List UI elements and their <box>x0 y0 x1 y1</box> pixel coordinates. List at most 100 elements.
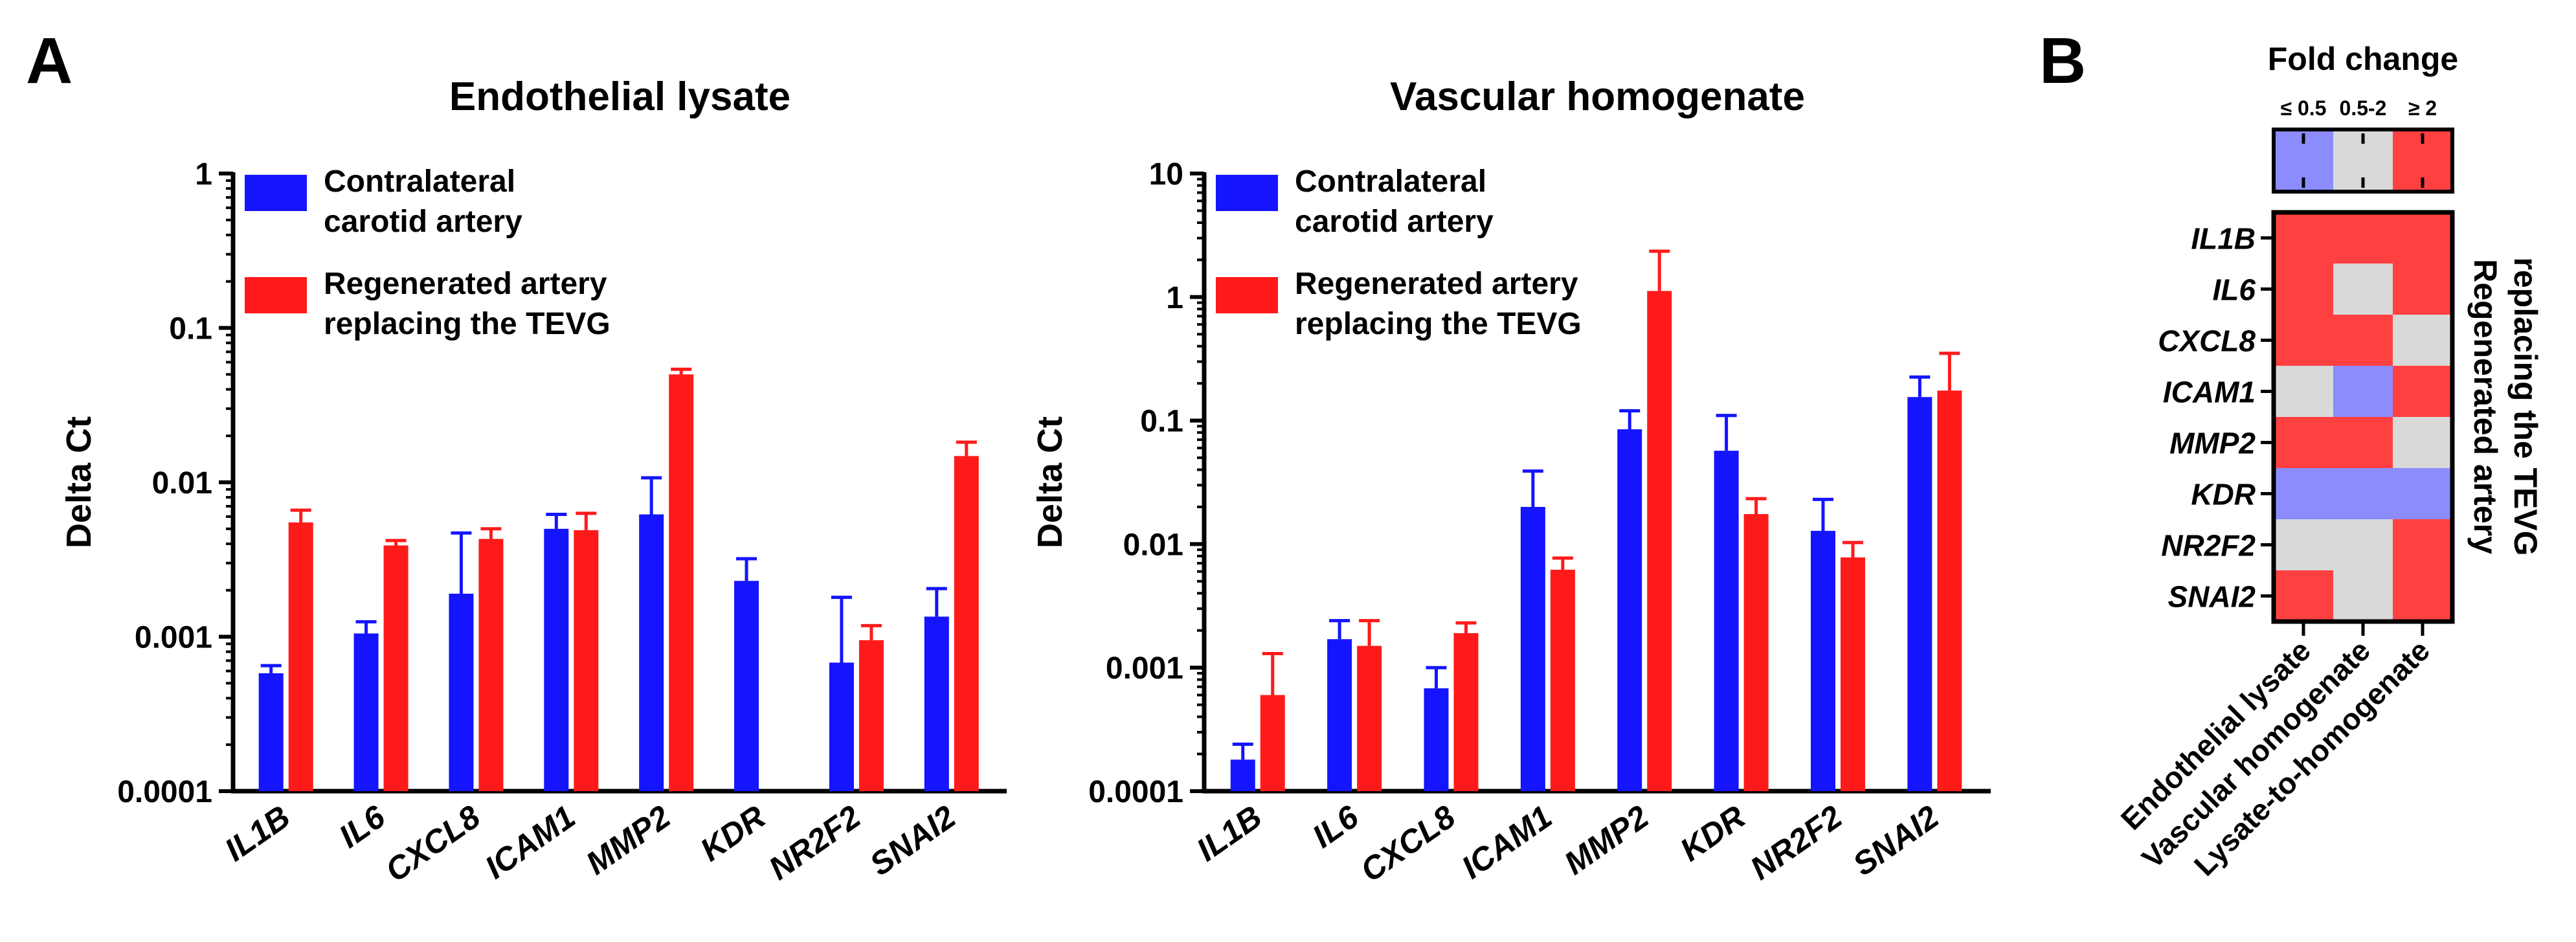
heatmap-column-label: Vascular homogenate <box>2135 633 2377 875</box>
bar-regenerated <box>858 640 884 791</box>
heatmap-cell <box>2393 519 2452 570</box>
legend-label: carotid artery <box>324 205 522 239</box>
fold-change-legend-frame <box>2272 128 2454 194</box>
bar-contralateral <box>1810 530 1835 791</box>
heatmap-cell <box>2333 519 2393 570</box>
heatmap-row-label: MMP2 <box>2169 427 2256 460</box>
bar-regenerated <box>954 456 979 791</box>
x-tick-label: NR2F2 <box>1743 798 1848 887</box>
y-tick-label: 0.0001 <box>1088 775 1183 809</box>
bar-regenerated <box>1840 557 1865 791</box>
bar-contralateral <box>1424 688 1449 791</box>
x-tick-label: IL1B <box>1190 798 1268 868</box>
legend-label: Contralateral <box>1295 164 1486 199</box>
y-axis-label: Delta Ct <box>1031 416 1070 548</box>
legend-label: Contralateral <box>324 164 515 199</box>
chart-title: Endothelial lysate <box>449 74 790 119</box>
x-tick-label: NR2F2 <box>762 798 867 887</box>
fold-change-bin-label: ≤ 0.5 <box>2281 96 2327 120</box>
bar-contralateral <box>1907 397 1932 791</box>
heatmap-cell <box>2393 366 2452 417</box>
heatmap-cell <box>2393 468 2452 519</box>
legend-label: carotid artery <box>1295 205 1494 239</box>
heatmap-row-label: ICAM1 <box>2163 376 2256 409</box>
heatmap-side-label: replacing the TEVG <box>2507 257 2544 555</box>
bar-regenerated <box>1550 570 1575 791</box>
x-tick-label: MMP2 <box>579 798 677 882</box>
y-tick-label: 1 <box>1166 281 1183 315</box>
heatmap-row-label: IL1B <box>2191 222 2256 256</box>
heatmap-cell <box>2393 315 2452 366</box>
x-tick-label: MMP2 <box>1558 798 1655 882</box>
legend-swatch <box>1216 175 1278 211</box>
x-tick-label: IL6 <box>1306 798 1365 855</box>
y-tick-label: 10 <box>1149 157 1183 192</box>
x-tick-label: KDR <box>1674 798 1752 868</box>
heatmap-cell <box>2274 315 2333 366</box>
panel-label-a: A <box>26 25 73 97</box>
heatmap-cell <box>2393 264 2452 315</box>
heatmap-column-label: Lysate-to-homogenate <box>2188 633 2436 882</box>
heatmap-row-label: CXCL8 <box>2158 324 2256 358</box>
y-tick-label: 0.0001 <box>117 775 212 809</box>
heatmap-cell <box>2393 417 2452 468</box>
heatmap-cell <box>2333 315 2393 366</box>
bar-regenerated <box>478 539 504 791</box>
bar-contralateral <box>449 594 474 791</box>
x-tick-label: KDR <box>694 798 772 868</box>
y-tick-label: 0.01 <box>152 466 212 500</box>
heatmap-cell <box>2333 468 2393 519</box>
bar-contralateral <box>829 662 854 791</box>
legend-label: Regenerated artery <box>1295 267 1578 301</box>
heatmap-row-label: SNAI2 <box>2168 580 2256 614</box>
legend-swatch <box>245 277 307 313</box>
heatmap-row-label: IL6 <box>2213 273 2256 307</box>
fold-change-heatmap: Fold change ≤ 0.5 0.5-2 ≥ 2 IL1B IL6 CXCL8 ICAM… <box>2114 41 2544 882</box>
bar-regenerated <box>574 530 599 791</box>
bar-regenerated <box>288 522 313 791</box>
bar-regenerated <box>1743 514 1769 791</box>
heatmap-title: Fold change <box>2268 41 2458 77</box>
bar-contralateral <box>353 633 379 791</box>
heatmap-side-label: Regenerated artery <box>2467 259 2503 554</box>
y-tick-label: 0.001 <box>135 621 212 655</box>
panel-label-b: B <box>2039 25 2086 97</box>
chart-endothelial-lysate: Endothelial lysate Delta Ct 0.0001 0.001 0.0… <box>60 74 1007 889</box>
x-tick-label: IL1B <box>218 798 297 868</box>
heatmap-cell <box>2333 417 2393 468</box>
y-tick-label: 0.1 <box>1140 405 1183 439</box>
bar-contralateral <box>1617 429 1642 791</box>
bar-contralateral <box>1714 451 1739 791</box>
bar-regenerated <box>383 545 409 791</box>
heatmap-cell <box>2274 212 2333 264</box>
x-tick-label: ICAM1 <box>478 798 582 886</box>
heatmap-cell <box>2393 212 2452 264</box>
bar-regenerated <box>1937 390 1962 791</box>
legend-swatch <box>245 175 307 211</box>
x-tick-label: CXCL8 <box>1354 798 1462 889</box>
heatmap-cell <box>2393 570 2452 622</box>
heatmap-cell <box>2274 570 2333 622</box>
bar-contralateral <box>544 528 569 791</box>
y-axis-label: Delta Ct <box>60 416 98 548</box>
x-tick-label: SNAI2 <box>1846 798 1945 882</box>
x-tick-label: CXCL8 <box>379 798 487 889</box>
heatmap-row-label: NR2F2 <box>2161 529 2256 563</box>
fold-change-bin-label: ≥ 2 <box>2408 96 2437 120</box>
bar-contralateral <box>1520 506 1545 791</box>
y-tick-label: 0.1 <box>169 312 212 346</box>
chart-vascular-homogenate: Vascular homogenate Delta Ct 0.0001 0.001 0.… <box>1031 74 1991 889</box>
heatmap-cell <box>2274 366 2333 417</box>
x-tick-label: SNAI2 <box>863 798 962 882</box>
x-tick-label: IL6 <box>333 798 392 855</box>
chart-title: Vascular homogenate <box>1390 74 1805 119</box>
bar-regenerated <box>1260 695 1285 791</box>
legend-label: replacing the TEVG <box>1295 307 1582 341</box>
x-tick-label: ICAM1 <box>1455 798 1559 886</box>
y-tick-label: 1 <box>195 157 212 192</box>
bar-contralateral <box>1230 759 1255 791</box>
legend-label: replacing the TEVG <box>324 307 610 341</box>
bar-contralateral <box>734 581 759 791</box>
heatmap-row-label: KDR <box>2191 478 2256 511</box>
